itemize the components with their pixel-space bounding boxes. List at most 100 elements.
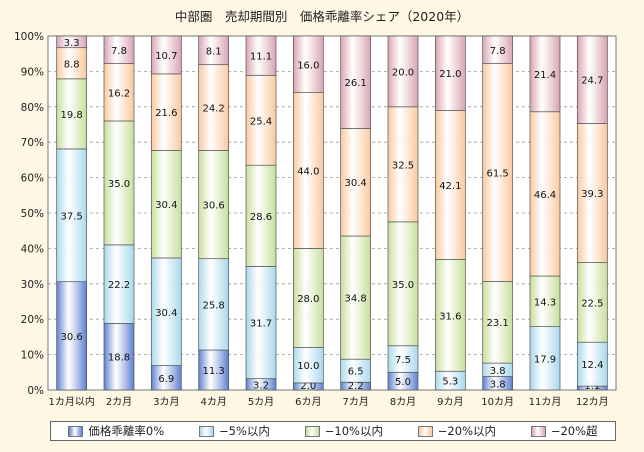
data-label: 23.1 bbox=[487, 318, 509, 329]
data-label: 6.5 bbox=[348, 367, 364, 378]
x-tick-label: 7カ月 bbox=[342, 396, 368, 408]
bar-segment bbox=[529, 326, 561, 391]
x-tick-label: 5カ月 bbox=[248, 396, 274, 408]
bar-segment bbox=[150, 35, 182, 75]
bar-segment bbox=[292, 347, 324, 384]
bar-segment bbox=[245, 35, 277, 76]
legend-swatch bbox=[417, 425, 433, 437]
data-label: 26.1 bbox=[345, 78, 367, 89]
x-tick-label: 12カ月 bbox=[576, 396, 609, 408]
data-label: 10.7 bbox=[155, 51, 177, 62]
data-label: 7.5 bbox=[395, 355, 411, 366]
data-label: 24.2 bbox=[203, 104, 225, 115]
data-label: 5.0 bbox=[395, 377, 411, 388]
y-tick-label: 70% bbox=[21, 137, 44, 149]
bar-segment bbox=[198, 35, 230, 66]
data-label: 2.2 bbox=[348, 381, 364, 392]
bar-segment bbox=[340, 35, 372, 129]
data-label: 20.0 bbox=[392, 67, 414, 78]
data-label: 35.0 bbox=[392, 280, 414, 291]
y-tick-label: 0% bbox=[27, 385, 44, 397]
chart-title: 中部圏 売却期間別 価格乖離率シェア（2020年） bbox=[174, 9, 470, 24]
data-label: 30.6 bbox=[203, 201, 225, 212]
bar-segment bbox=[103, 244, 135, 324]
data-label: 31.6 bbox=[439, 311, 461, 322]
bar-segment bbox=[198, 258, 230, 351]
bar-segment bbox=[340, 235, 372, 360]
bar-segment bbox=[576, 123, 608, 263]
data-label: 21.6 bbox=[155, 108, 177, 119]
bar-segment bbox=[198, 349, 230, 391]
y-tick-label: 90% bbox=[21, 66, 44, 78]
data-label: 6.9 bbox=[158, 374, 174, 385]
bar-segment bbox=[103, 323, 135, 391]
data-label: 39.3 bbox=[581, 189, 603, 200]
data-label: 3.8 bbox=[490, 366, 506, 377]
bar-segment bbox=[387, 221, 419, 347]
data-label: 14.3 bbox=[534, 297, 556, 308]
bar-segment bbox=[198, 149, 230, 260]
x-tick-label: 6カ月 bbox=[295, 396, 321, 408]
data-label: 21.4 bbox=[534, 70, 556, 81]
data-label: 42.1 bbox=[439, 181, 461, 192]
data-label: 16.0 bbox=[297, 60, 319, 71]
data-label: 1.1 bbox=[584, 381, 600, 392]
bar-segment bbox=[529, 275, 561, 327]
legend-swatch bbox=[530, 425, 546, 437]
bar-segment bbox=[482, 35, 514, 64]
x-tick-label: 1カ月以内 bbox=[48, 395, 94, 408]
legend-item: −10%以内 bbox=[304, 423, 383, 439]
legend-item: 価格乖離率0% bbox=[68, 423, 164, 439]
bar-segment bbox=[576, 35, 608, 124]
bar-segment bbox=[245, 74, 277, 166]
data-label: 24.7 bbox=[581, 76, 603, 87]
y-tick-label: 100% bbox=[14, 31, 44, 43]
legend-label: −20%以内 bbox=[437, 424, 496, 438]
bar-segment bbox=[56, 148, 88, 283]
bar-segment bbox=[434, 35, 466, 111]
y-tick-label: 10% bbox=[21, 350, 44, 362]
data-label: 35.0 bbox=[108, 179, 130, 190]
data-label: 3.2 bbox=[253, 380, 269, 391]
legend-label: −5%以内 bbox=[219, 424, 270, 438]
data-label: 22.2 bbox=[108, 280, 130, 291]
bar-segment bbox=[387, 345, 419, 373]
data-label: 21.0 bbox=[439, 69, 461, 80]
data-label: 30.4 bbox=[155, 308, 177, 319]
x-tick-label: 3カ月 bbox=[153, 396, 179, 408]
data-label: 3.8 bbox=[490, 379, 506, 390]
bar-segment bbox=[56, 35, 88, 49]
bar-segment bbox=[434, 109, 466, 260]
bar-segment bbox=[387, 35, 419, 108]
bar-segment bbox=[198, 64, 230, 151]
bar-segment bbox=[150, 257, 182, 366]
data-label: 11.1 bbox=[250, 52, 272, 63]
bar-segment bbox=[245, 266, 277, 380]
data-label: 30.4 bbox=[345, 178, 367, 189]
bar-segment bbox=[150, 149, 182, 259]
bar-segment bbox=[56, 47, 88, 80]
legend-item: −5%以内 bbox=[199, 423, 270, 439]
legend-swatch bbox=[199, 425, 215, 437]
data-label: 44.0 bbox=[297, 167, 319, 178]
data-label: 2.0 bbox=[300, 381, 316, 392]
y-tick-label: 30% bbox=[21, 279, 44, 291]
y-tick-label: 50% bbox=[21, 208, 44, 220]
data-label: 17.9 bbox=[534, 354, 556, 365]
x-tick-label: 10カ月 bbox=[481, 396, 514, 408]
y-tick-label: 60% bbox=[21, 173, 44, 185]
x-tick-label: 9カ月 bbox=[437, 396, 463, 408]
legend-label: 価格乖離率0% bbox=[88, 424, 165, 438]
data-label: 12.4 bbox=[581, 360, 603, 371]
bar-segment bbox=[292, 248, 324, 348]
x-tick-label: 4カ月 bbox=[200, 396, 226, 408]
data-label: 25.8 bbox=[203, 300, 225, 311]
bar-segment bbox=[576, 262, 608, 343]
bar-segment bbox=[340, 128, 372, 237]
y-tick-label: 20% bbox=[21, 314, 44, 326]
data-label: 22.5 bbox=[581, 298, 603, 309]
legend-swatch bbox=[68, 425, 84, 437]
data-label: 19.8 bbox=[61, 110, 83, 121]
bar-segment bbox=[292, 92, 324, 249]
